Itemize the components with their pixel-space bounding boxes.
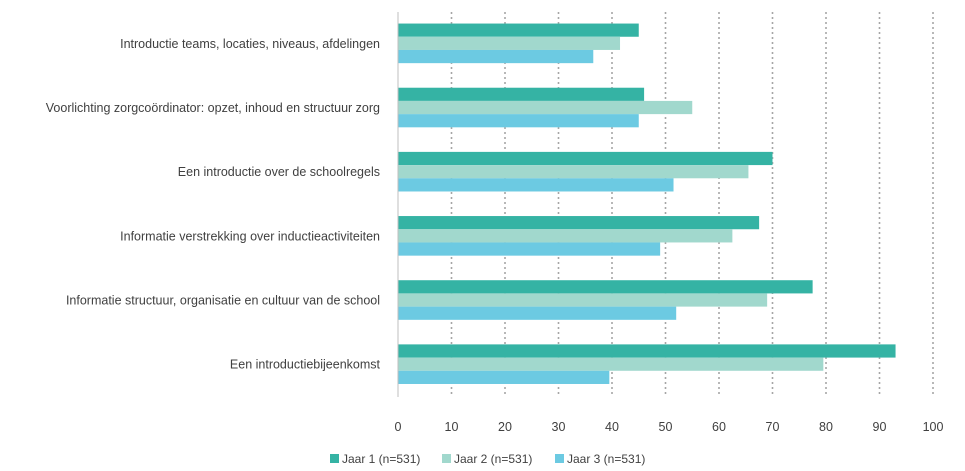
legend-swatch [330,454,339,463]
x-tick-label: 60 [712,420,726,434]
bar-3-2 [398,114,639,128]
x-axis-ticks: 0 10 20 30 40 50 60 70 80 90 100 [395,420,944,434]
bar-2-3 [398,165,749,179]
x-tick-label: 100 [923,420,944,434]
legend-label: Jaar 1 (n=531) [342,452,420,466]
legend: Jaar 1 (n=531) Jaar 2 (n=531) Jaar 3 (n=53… [330,452,645,466]
bar-1-1 [398,23,639,37]
bar-3-6 [398,370,610,384]
bar-3-4 [398,242,661,256]
x-tick-label: 20 [498,420,512,434]
bar-2-6 [398,357,824,371]
bar-1-4 [398,216,760,230]
legend-label: Jaar 2 (n=531) [454,452,532,466]
bar-3-5 [398,306,677,320]
category-label: Voorlichting zorgcoördinator: opzet, inh… [46,101,380,115]
bars [398,23,896,384]
bar-1-5 [398,280,813,294]
bar-1-6 [398,344,896,358]
category-label: Een introductiebijeenkomst [230,358,381,372]
x-tick-label: 70 [766,420,780,434]
bar-1-2 [398,87,645,101]
x-tick-label: 50 [659,420,673,434]
bar-3-1 [398,49,594,64]
bar-2-1 [398,36,621,50]
legend-swatch [442,454,451,463]
bar-2-2 [398,100,693,115]
grid-lines [450,12,934,397]
bar-2-4 [398,229,733,243]
x-tick-label: 40 [605,420,619,434]
legend-label: Jaar 3 (n=531) [567,452,645,466]
x-tick-label: 80 [819,420,833,434]
category-label: Informatie verstrekking over inductieact… [120,229,380,243]
legend-swatch [555,454,564,463]
category-labels: Introductie teams, locaties, niveaus, af… [46,37,381,372]
x-tick-label: 30 [552,420,566,434]
category-label: Introductie teams, locaties, niveaus, af… [120,37,380,51]
bar-3-3 [398,178,674,192]
x-tick-label: 10 [445,420,459,434]
category-label: Informatie structuur, organisatie en cul… [66,294,380,308]
category-label: Een introductie over de schoolregels [178,165,380,179]
x-tick-label: 90 [873,420,887,434]
x-tick-label: 0 [395,420,402,434]
bar-2-5 [398,293,768,307]
bar-1-3 [398,151,773,166]
